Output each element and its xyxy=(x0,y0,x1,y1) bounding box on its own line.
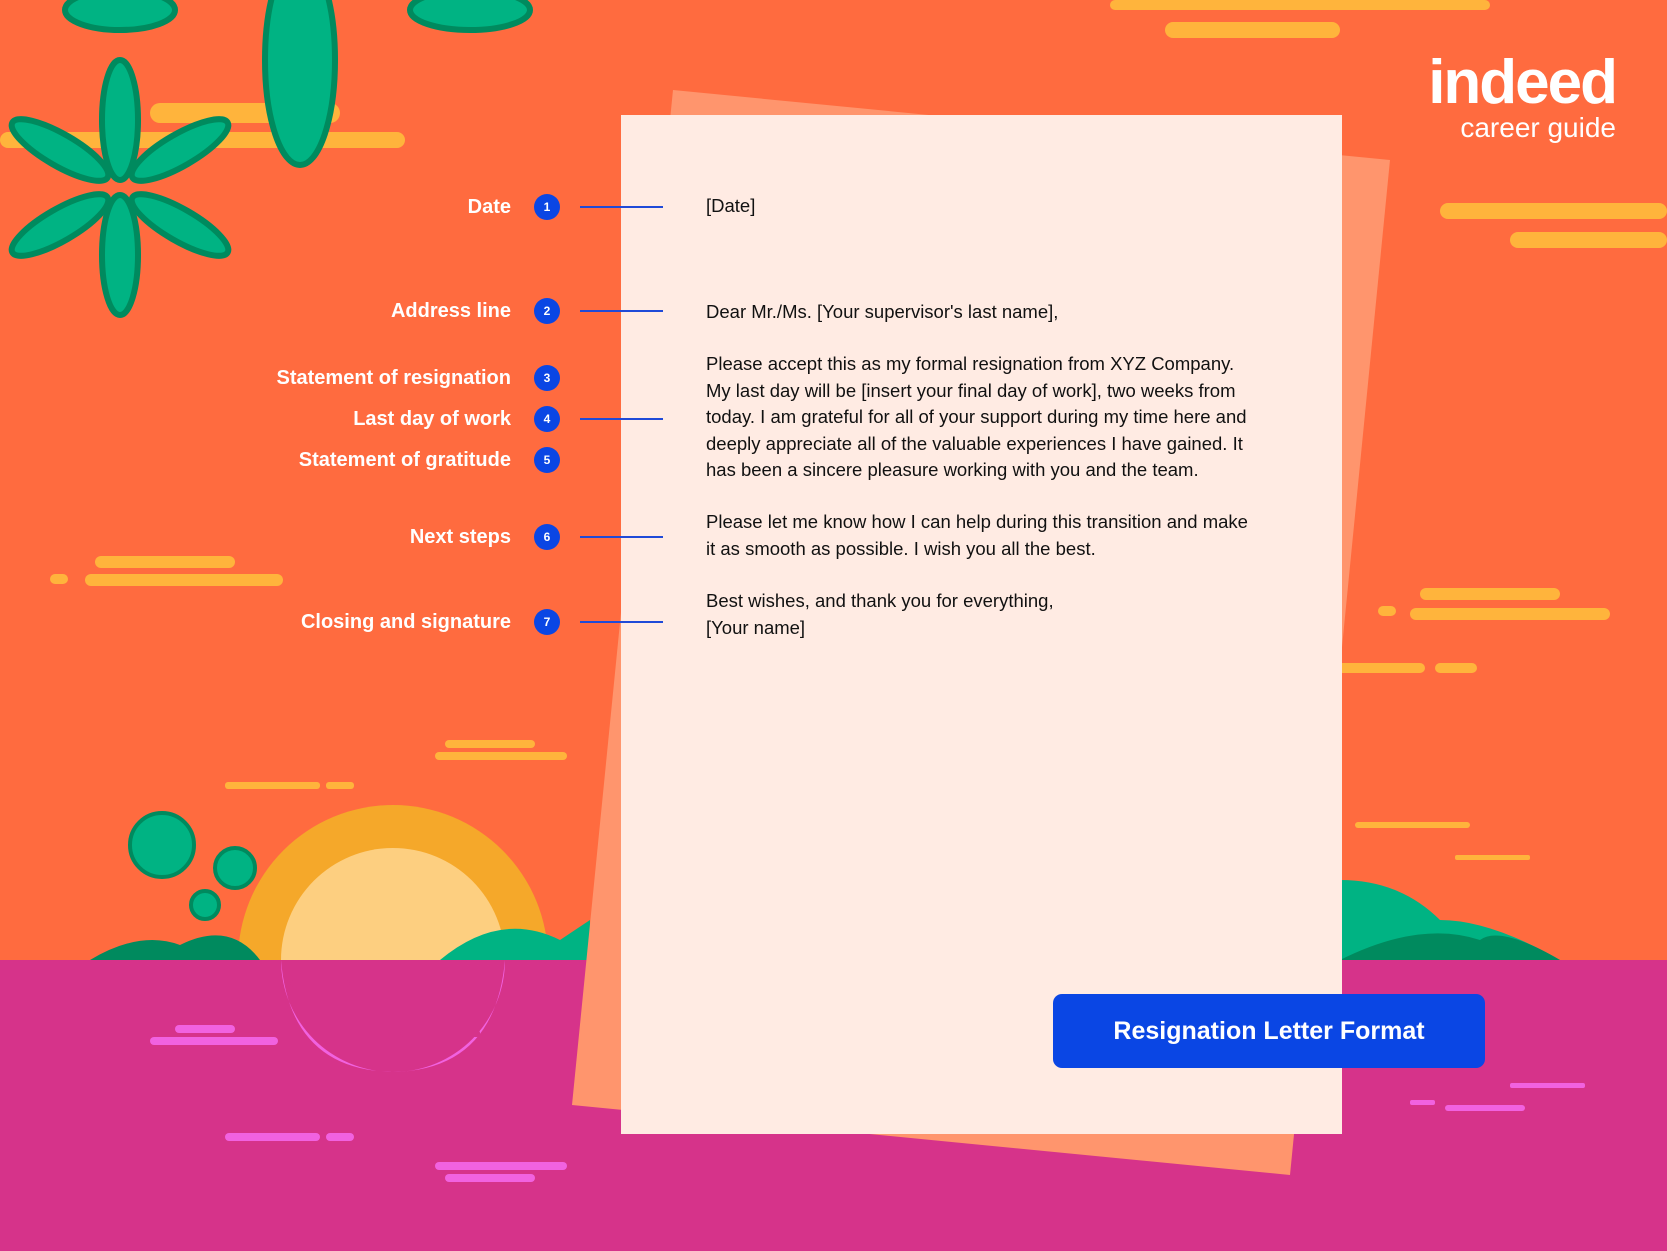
text-line: it as smooth as possible. I wish you all… xyxy=(706,537,1096,559)
connector-line xyxy=(580,418,663,420)
connector-line xyxy=(580,536,663,538)
letter-body-paragraph-2: Please let me know how I can help during… xyxy=(706,509,1248,562)
annotation-number: 3 xyxy=(534,365,560,391)
annotation-label-resignation: Statement of resignation xyxy=(276,367,511,389)
text-line: Please accept this as my formal resignat… xyxy=(706,353,1235,374)
text-line: My last day will be [insert your final d… xyxy=(706,379,1236,401)
annotation-number: 7 xyxy=(534,609,560,635)
text-line: has been a sincere pleasure working with… xyxy=(706,459,1199,480)
indeed-logo[interactable]: indeed career guide xyxy=(1400,48,1618,143)
letter-salutation: Dear Mr./Ms. [Your supervisor's last nam… xyxy=(706,301,1059,322)
letter-date: [Date] xyxy=(706,195,756,216)
annotation-number: 1 xyxy=(534,194,560,220)
annotation-number: 4 xyxy=(534,406,560,432)
annotation-label-closing: Closing and signature xyxy=(300,611,511,633)
annotation-label-next-steps: Next steps xyxy=(409,526,511,548)
closing-line: Best wishes, and thank you for everythin… xyxy=(706,590,1054,611)
text-line: Please let me know how I can help during… xyxy=(706,511,1248,532)
annotation-label-date: Date xyxy=(467,196,511,218)
connector-line xyxy=(580,310,663,312)
annotation-number: 5 xyxy=(534,447,560,473)
text-line: deeply appreciate all of the valuable ex… xyxy=(706,432,1243,454)
resignation-letter-format-button[interactable]: Resignation Letter Format xyxy=(1053,994,1485,1068)
logo-subtitle: career guide xyxy=(1460,112,1616,143)
annotation-label-address: Address line xyxy=(390,300,511,322)
connector-line xyxy=(580,206,663,208)
letter-closing: Best wishes, and thank you for everythin… xyxy=(706,588,1054,641)
signature-line: [Your name] xyxy=(706,616,806,638)
annotation-number: 6 xyxy=(534,524,560,550)
letter-paper xyxy=(621,115,1342,1134)
annotation-number: 2 xyxy=(534,298,560,324)
annotation-label-gratitude: Statement of gratitude xyxy=(298,449,511,471)
text-line: today. I am grateful for all of your sup… xyxy=(706,406,1247,427)
logo-brand: indeed xyxy=(1428,48,1618,117)
connector-line xyxy=(580,621,663,623)
annotation-label-last-day: Last day of work xyxy=(353,408,511,430)
letter-body-paragraph-1: Please accept this as my formal resignat… xyxy=(706,351,1247,484)
